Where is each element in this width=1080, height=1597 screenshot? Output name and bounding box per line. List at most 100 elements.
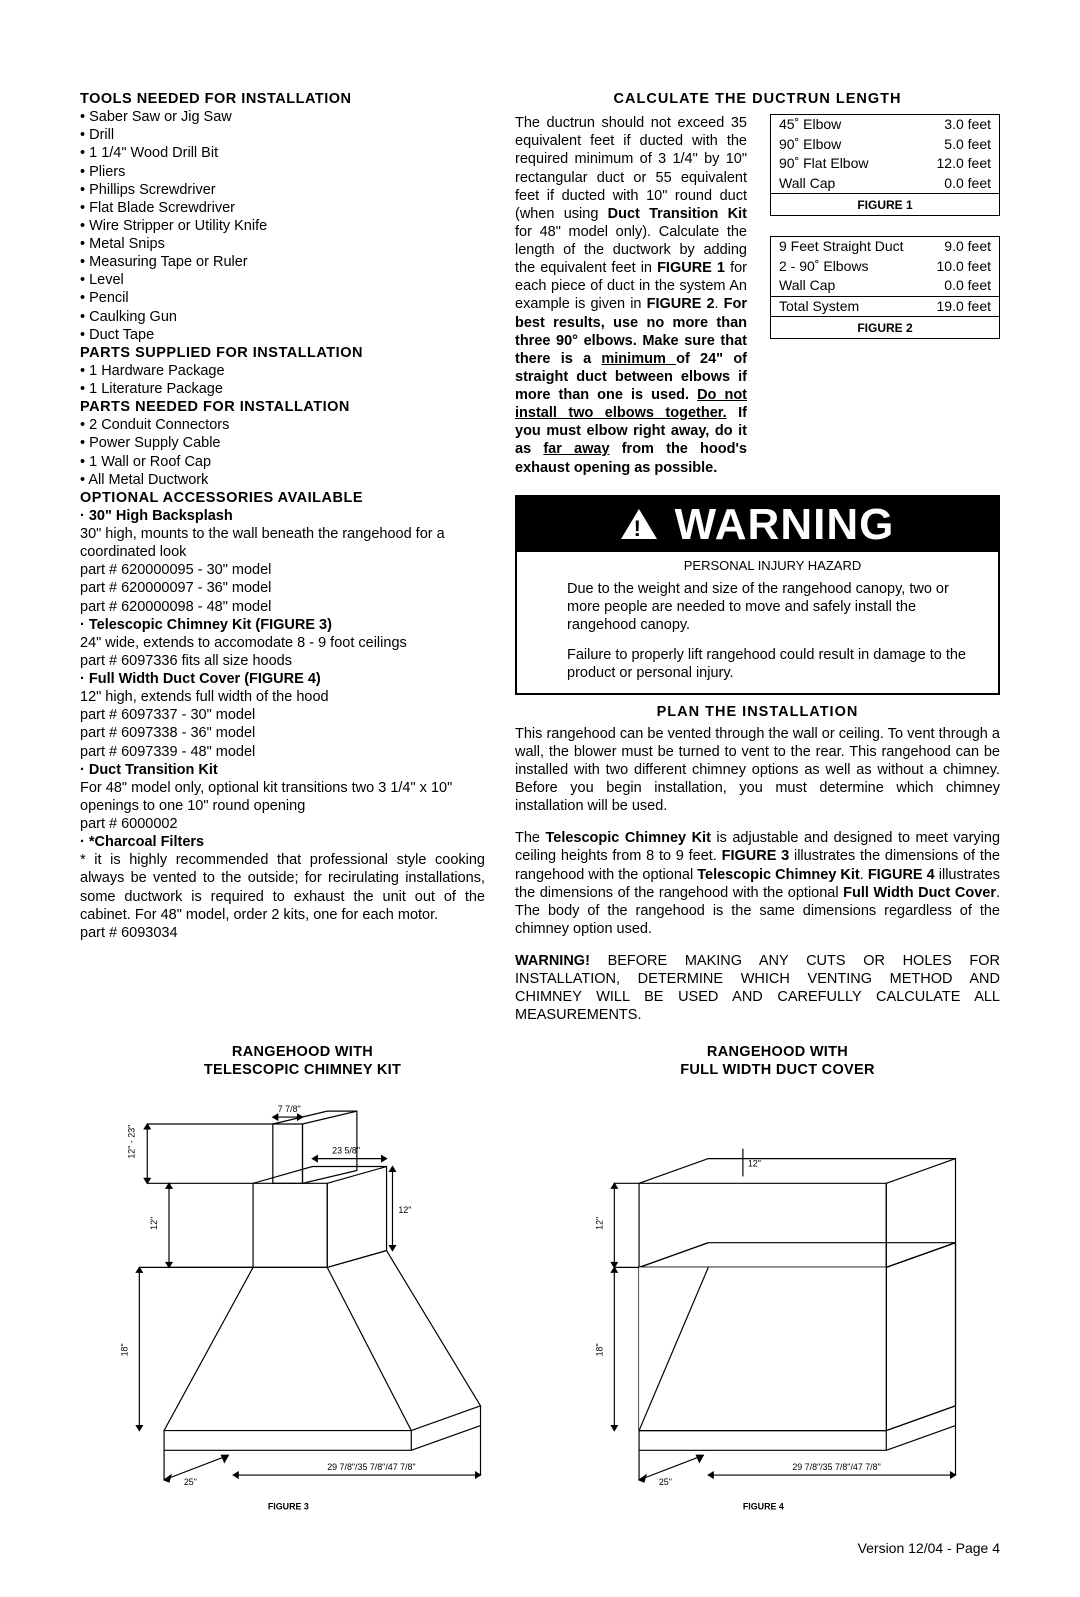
tool-item: Drill: [80, 126, 485, 144]
warning-bar: ! WARNING: [517, 497, 998, 552]
fig3-title2: TELESCOPIC CHIMNEY KIT: [204, 1062, 401, 1078]
text: WARNING!: [515, 953, 590, 969]
text: Telescopic Chimney Kit: [545, 830, 710, 846]
tool-item: Duct Tape: [80, 326, 485, 344]
plan-p2: The Telescopic Chimney Kit is adjustable…: [515, 829, 1000, 938]
opt-tck-head: · Telescopic Chimney Kit (FIGURE 3): [80, 616, 485, 634]
svg-text:7 7/8": 7 7/8": [278, 1104, 301, 1114]
svg-text:18": 18": [594, 1343, 604, 1356]
cell: Total System: [779, 298, 859, 316]
text: .: [715, 296, 724, 312]
part-item: 1 Wall or Roof Cap: [80, 453, 485, 471]
figures-row: RANGEHOOD WITH TELESCOPIC CHIMNEY KIT 7 7…: [80, 1043, 1000, 1522]
text: far away: [543, 441, 609, 457]
opt-fwdc-head: · Full Width Duct Cover (FIGURE 4): [80, 670, 485, 688]
text: Telescopic Chimney Kit: [697, 867, 860, 883]
opt-30-part: part # 620000097 - 36" model: [80, 579, 485, 597]
footer: Version 12/04 - Page 4: [80, 1540, 1000, 1558]
tools-list: Saber Saw or Jig Saw Drill 1 1/4" Wood D…: [80, 108, 485, 344]
svg-text:12": 12": [398, 1205, 411, 1215]
svg-text:18": 18": [119, 1343, 129, 1356]
opt-dtk-part: part # 6000002: [80, 815, 485, 833]
cell: Wall Cap: [779, 175, 835, 193]
svg-text:12": 12": [748, 1158, 761, 1168]
opt-dtk-desc: For 48" model only, optional kit transit…: [80, 779, 485, 815]
text: FIGURE 3: [722, 848, 790, 864]
tool-item: Metal Snips: [80, 235, 485, 253]
tool-item: 1 1/4" Wood Drill Bit: [80, 144, 485, 162]
plan-heading: PLAN THE INSTALLATION: [515, 703, 1000, 721]
parts-needed-list: 2 Conduit Connectors Power Supply Cable …: [80, 416, 485, 489]
tool-item: Measuring Tape or Ruler: [80, 253, 485, 271]
part-item: All Metal Ductwork: [80, 471, 485, 489]
cell: 90˚ Elbow: [779, 136, 841, 154]
svg-text:12": 12": [594, 1217, 604, 1230]
cell: 0.0 feet: [944, 175, 991, 193]
opt-tck-part: part # 6097336 fits all size hoods: [80, 652, 485, 670]
opt-fwdc-part: part # 6097339 - 48" model: [80, 743, 485, 761]
right-column: CALCULATE THE DUCTRUN LENGTH The ductrun…: [515, 90, 1000, 1025]
tool-item: Wire Stripper or Utility Knife: [80, 217, 485, 235]
warning-label: WARNING: [675, 497, 895, 552]
opt-30-head: · 30" High Backsplash: [80, 507, 485, 525]
text: .: [860, 867, 868, 883]
opt-tck-desc: 24" wide, extends to accomodate 8 - 9 fo…: [80, 634, 485, 652]
svg-text:25": 25": [659, 1477, 672, 1487]
svg-text:29 7/8"/35 7/8"/47 7/8": 29 7/8"/35 7/8"/47 7/8": [792, 1462, 880, 1472]
cell: 10.0 feet: [937, 258, 992, 276]
part-item: 1 Literature Package: [80, 380, 485, 398]
calc-heading: CALCULATE THE DUCTRUN LENGTH: [515, 90, 1000, 108]
parts-supplied-heading: PARTS SUPPLIED FOR INSTALLATION: [80, 344, 485, 362]
opt-fwdc-part: part # 6097338 - 36" model: [80, 724, 485, 742]
cell: 3.0 feet: [944, 116, 991, 134]
cell: 19.0 feet: [937, 298, 992, 316]
figure-2-table: 9 Feet Straight Duct9.0 feet 2 - 90˚ Elb…: [770, 236, 1000, 339]
opt-cf-head: · *Charcoal Filters: [80, 833, 485, 851]
warning-body: PERSONAL INJURY HAZARD Due to the weight…: [517, 552, 998, 693]
plan-p1: This rangehood can be vented through the…: [515, 725, 1000, 816]
calc-paragraph: The ductrun should not exceed 35 equival…: [515, 114, 747, 477]
tables-wrap: 45˚ Elbow3.0 feet 90˚ Elbow5.0 feet 90˚ …: [765, 114, 1000, 477]
text: The: [515, 830, 545, 846]
opt-cf-part: part # 6093034: [80, 924, 485, 942]
parts-supplied-list: 1 Hardware Package 1 Literature Package: [80, 362, 485, 398]
part-item: 1 Hardware Package: [80, 362, 485, 380]
svg-text:12": 12": [149, 1217, 159, 1230]
text: FIGURE 4: [868, 867, 935, 883]
svg-text:12" - 23": 12" - 23": [126, 1124, 136, 1158]
opt-30-desc: 30" high, mounts to the wall beneath the…: [80, 525, 485, 561]
figure-1-table: 45˚ Elbow3.0 feet 90˚ Elbow5.0 feet 90˚ …: [770, 114, 1000, 216]
cell: 12.0 feet: [937, 155, 992, 173]
figure-caption: FIGURE 2: [771, 316, 999, 338]
cell: 2 - 90˚ Elbows: [779, 258, 868, 276]
svg-text:29 7/8"/35 7/8"/47 7/8": 29 7/8"/35 7/8"/47 7/8": [327, 1462, 415, 1472]
part-item: 2 Conduit Connectors: [80, 416, 485, 434]
fig3-title1: RANGEHOOD WITH: [232, 1044, 373, 1060]
tool-item: Level: [80, 271, 485, 289]
warning-hazard: PERSONAL INJURY HAZARD: [567, 558, 978, 574]
tool-item: Pliers: [80, 163, 485, 181]
warning-p1: Due to the weight and size of the rangeh…: [567, 580, 978, 634]
figure-4: RANGEHOOD WITH FULL WIDTH DUCT COVER 12" …: [555, 1043, 1000, 1522]
left-column: TOOLS NEEDED FOR INSTALLATION Saber Saw …: [80, 90, 485, 1025]
figure-3: RANGEHOOD WITH TELESCOPIC CHIMNEY KIT 7 7…: [80, 1043, 525, 1522]
cell: 5.0 feet: [944, 136, 991, 154]
opt-fwdc-desc: 12" high, extends full width of the hood: [80, 688, 485, 706]
tool-item: Caulking Gun: [80, 308, 485, 326]
svg-text:FIGURE 4: FIGURE 4: [743, 1501, 784, 1511]
figure-3-svg: 7 7/8" 23 5/8" 12" 12" - 23" 12": [80, 1087, 525, 1517]
fig4-title1: RANGEHOOD WITH: [707, 1044, 848, 1060]
svg-text:FIGURE 3: FIGURE 3: [268, 1501, 309, 1511]
figure-4-svg: 12" 12": [555, 1087, 1000, 1517]
fig4-title2: FULL WIDTH DUCT COVER: [680, 1062, 875, 1078]
text: Duct Transition Kit: [608, 206, 747, 222]
tool-item: Saber Saw or Jig Saw: [80, 108, 485, 126]
warning-triangle-icon: !: [621, 509, 657, 539]
text: minimum: [601, 351, 676, 367]
parts-needed-heading: PARTS NEEDED FOR INSTALLATION: [80, 398, 485, 416]
cell: 9.0 feet: [944, 238, 991, 256]
opt-30-part: part # 620000095 - 30" model: [80, 561, 485, 579]
text: FIGURE 1: [657, 260, 725, 276]
opt-cf-desc: * it is highly recommended that professi…: [80, 851, 485, 924]
svg-text:25": 25": [184, 1477, 197, 1487]
